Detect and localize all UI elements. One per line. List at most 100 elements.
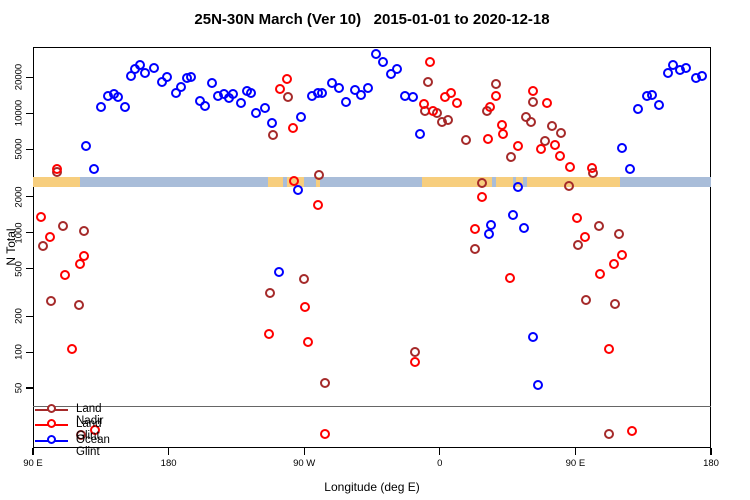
x-axis-tick-label: 180 [703,458,719,469]
y-axis-tick [26,232,33,234]
data-point-ocean-glint [266,117,277,128]
map-band-land-segment [316,176,321,188]
data-point-land-glint [490,90,501,101]
data-point-ocean-glint [363,82,374,93]
data-point-ocean-glint [527,332,538,343]
x-axis-tick [710,448,712,455]
legend-label: Ocean Glint [76,433,110,458]
y-axis-tick-label: 5000 [13,138,25,160]
y-axis-tick [26,196,33,198]
data-point-land-glint [419,99,430,110]
y-axis-tick [26,315,33,317]
data-point-ocean-glint [646,90,657,101]
data-point-land-nadir [547,120,558,131]
data-point-ocean-glint [341,97,352,108]
data-point-ocean-glint [370,49,381,60]
data-point-ocean-glint [681,63,692,74]
data-point-ocean-glint [186,71,197,82]
data-point-land-glint [45,232,56,243]
y-axis-tick-label: 50 [13,382,25,394]
y-axis-tick-label: 10000 [13,100,25,127]
data-point-land-glint [36,212,47,223]
data-point-land-nadir [314,170,325,181]
map-band-land-segment [33,176,80,188]
data-point-ocean-glint [616,143,627,154]
data-point-land-glint [312,200,323,211]
data-point-ocean-glint [161,71,172,82]
data-point-land-glint [527,85,538,96]
data-point-ocean-glint [414,128,425,139]
data-point-land-nadir [610,298,621,309]
y-axis-tick [26,76,33,78]
data-point-land-nadir [423,77,434,88]
data-point-land-nadir [298,273,309,284]
data-point-ocean-glint [391,63,402,74]
y-axis-tick [26,387,33,389]
map-band-ocean [33,176,711,188]
data-point-land-nadir [527,96,538,107]
data-point-land-nadir [572,240,583,251]
data-point-land-glint [603,343,614,354]
x-axis-tick [439,448,441,455]
x-axis-tick-label: 0 [437,458,443,469]
data-point-land-glint [616,250,627,261]
data-point-land-nadir [490,78,501,89]
data-point-land-glint [504,272,515,283]
data-point-ocean-glint [696,70,707,81]
data-point-ocean-glint [532,380,543,391]
data-point-land-nadir [282,92,293,103]
data-point-land-nadir [442,115,453,126]
data-point-land-glint [274,83,285,94]
data-point-land-nadir [38,240,49,251]
data-point-land-glint [428,105,439,116]
data-point-land-glint [564,161,575,172]
x-axis-title: Longitude (deg E) [324,480,420,494]
data-point-land-glint [67,344,78,355]
data-point-land-nadir [525,117,536,127]
data-point-land-glint [536,144,547,155]
data-point-ocean-glint [175,81,186,92]
data-point-land-nadir [540,136,551,147]
y-axis-tick [26,112,33,114]
data-point-land-glint [477,192,488,203]
data-point-land-glint [496,120,507,131]
data-point-land-nadir [604,428,615,439]
data-point-ocean-glint [295,112,306,123]
data-point-land-glint [424,57,435,68]
data-point-ocean-glint [89,164,100,175]
legend-marker-icon [47,419,56,428]
chart-title: 25N-30N March (Ver 10) 2015-01-01 to 202… [194,11,550,28]
data-point-land-nadir [267,130,278,141]
data-point-land-glint [484,102,495,113]
data-point-ocean-glint [662,68,673,79]
data-point-ocean-glint [386,69,397,80]
data-point-ocean-glint [134,59,145,70]
data-point-land-nadir [264,288,275,299]
data-point-land-glint [319,428,330,439]
data-point-land-glint [263,328,274,339]
data-point-land-glint [410,357,421,368]
data-point-land-glint [287,122,298,133]
data-point-ocean-glint [149,63,160,74]
data-point-ocean-glint [235,98,246,109]
data-point-land-glint [580,232,591,242]
data-point-ocean-glint [334,82,345,93]
data-point-land-nadir [593,221,604,232]
data-point-ocean-glint [355,90,366,101]
data-point-land-glint [281,74,292,85]
data-point-land-glint [626,426,637,437]
x-axis-tick-label: 180 [160,458,177,469]
data-point-land-glint [542,97,553,108]
data-point-land-nadir [73,300,84,311]
data-point-ocean-glint [317,88,328,99]
plot-area [33,47,711,448]
data-point-land-nadir [409,347,420,358]
data-point-land-glint [299,301,310,312]
data-point-ocean-glint [654,100,665,111]
data-point-land-glint [555,151,566,161]
data-point-land-glint [60,270,71,281]
legend-box-top-line [33,405,711,407]
data-point-land-nadir [78,226,89,237]
data-point-land-nadir [563,180,574,191]
